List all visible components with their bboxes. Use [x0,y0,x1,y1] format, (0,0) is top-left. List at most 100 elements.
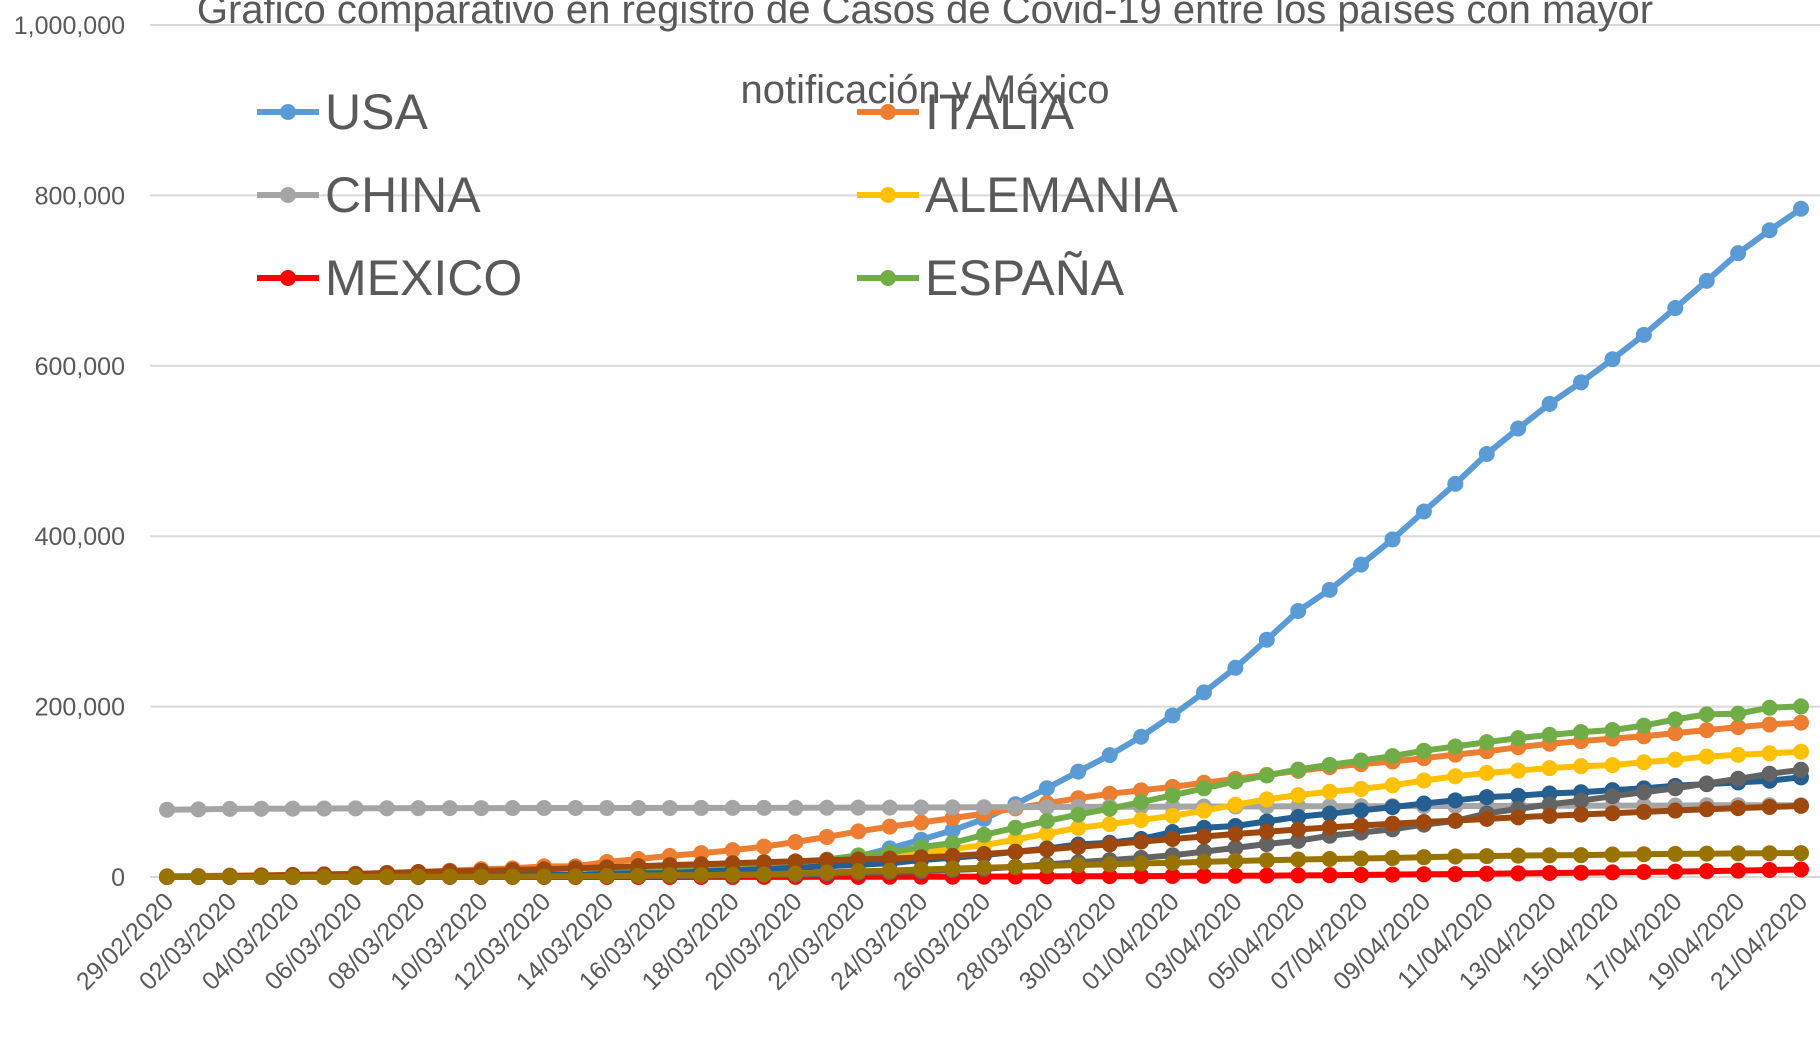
point [1573,864,1590,881]
point [1761,861,1778,878]
point [1038,841,1055,858]
point [1007,858,1024,875]
point [1510,420,1527,437]
point [1510,787,1527,804]
point [1478,764,1495,781]
point [1447,792,1464,809]
point [1290,851,1307,868]
point [1635,803,1652,820]
point [661,867,678,884]
point [1730,845,1747,862]
point [944,835,961,852]
point [1227,659,1244,676]
point [1730,746,1747,763]
point [756,866,773,883]
point [1007,831,1024,848]
point [1258,867,1275,884]
point [441,800,458,817]
point [1258,823,1275,840]
point [913,849,930,866]
point [1447,475,1464,492]
point [1384,850,1401,867]
point [1541,760,1558,777]
point [1635,846,1652,863]
point [1227,796,1244,813]
point [693,867,710,884]
point [787,865,804,882]
point [1698,706,1715,723]
point [1698,272,1715,289]
point [1761,222,1778,239]
point [1478,445,1495,462]
point [1290,867,1307,884]
point [1698,863,1715,880]
point [1133,812,1150,829]
point [1510,762,1527,779]
point [473,800,490,817]
point [1290,808,1307,825]
point [1667,863,1684,880]
point [1761,699,1778,716]
legend-label: ITALIA [925,84,1075,140]
point [473,868,490,885]
y-tick-label: 1,000,000 [14,12,125,40]
point [1573,374,1590,391]
point [1478,734,1495,751]
point [1573,847,1590,864]
point [724,855,741,872]
point [630,799,647,816]
point [850,823,867,840]
point [378,868,395,885]
point [1290,602,1307,619]
point [1070,806,1087,823]
point [1195,867,1212,884]
point [881,850,898,867]
point [1793,714,1809,731]
point [1415,795,1432,812]
legend-label: ESPAÑA [925,250,1125,306]
point [976,845,992,862]
point [1415,772,1432,789]
legend-marker [880,104,896,120]
point [630,867,647,884]
point [976,826,992,843]
point [881,799,898,816]
grid [150,24,1820,878]
point [410,800,427,817]
point [881,818,898,835]
point [1290,821,1307,838]
point [1321,581,1338,598]
point [1101,816,1118,833]
point [410,868,427,885]
point [944,822,961,839]
point [1227,773,1244,790]
point [1164,707,1181,724]
point [567,800,584,817]
point [1478,789,1495,806]
point [1604,757,1621,774]
point [1321,867,1338,884]
point [1447,812,1464,829]
point [1101,800,1118,817]
point [693,845,710,862]
point [1101,747,1118,764]
legend-label: MEXICO [325,250,522,306]
point [1258,791,1275,808]
point [1101,785,1118,802]
point [1038,825,1055,842]
point [1478,848,1495,865]
point [378,800,395,817]
point [724,842,741,859]
point [850,851,867,868]
point [504,868,521,885]
point [1730,245,1747,262]
point [1258,852,1275,869]
point [1635,326,1652,343]
point [1573,792,1590,809]
point [1133,794,1150,811]
point [1133,868,1150,885]
point [1384,799,1401,816]
point [1698,801,1715,818]
point [1353,850,1370,867]
